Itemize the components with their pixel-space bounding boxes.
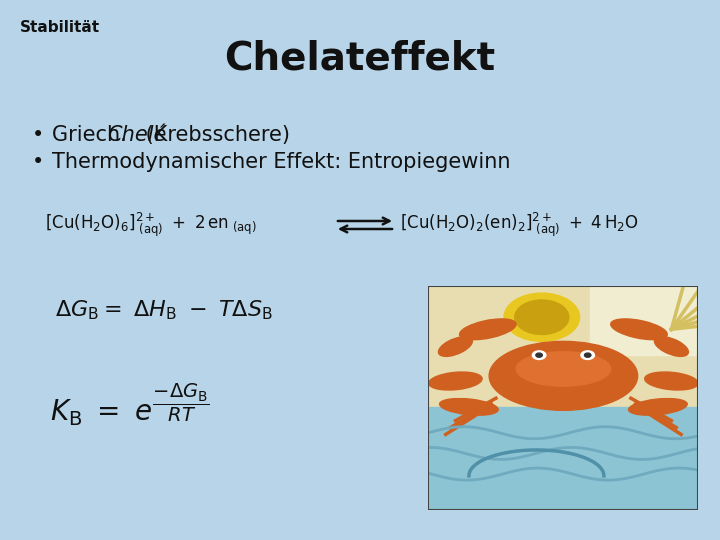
Circle shape	[581, 351, 595, 360]
Ellipse shape	[489, 341, 638, 410]
Ellipse shape	[644, 372, 698, 390]
Ellipse shape	[428, 372, 482, 390]
Text: Stabilität: Stabilität	[20, 20, 100, 35]
Ellipse shape	[440, 399, 498, 415]
Circle shape	[532, 351, 546, 360]
Ellipse shape	[654, 336, 688, 356]
Ellipse shape	[629, 399, 687, 415]
Circle shape	[585, 353, 591, 357]
Text: $\left[\mathrm{Cu(H_2O)_6}\right]^{2+}_{\ \mathrm{(aq)}}\ +\ 2\,\mathrm{en}_{\ \: $\left[\mathrm{Cu(H_2O)_6}\right]^{2+}_{…	[45, 211, 256, 239]
Circle shape	[515, 300, 569, 334]
Text: Chelateffekt: Chelateffekt	[225, 40, 495, 78]
Text: (Krebsschere): (Krebsschere)	[139, 125, 290, 145]
Circle shape	[536, 353, 542, 357]
Circle shape	[504, 293, 580, 341]
Ellipse shape	[459, 319, 516, 340]
Ellipse shape	[516, 352, 611, 386]
Text: Thermodynamischer Effekt: Entropiegewinn: Thermodynamischer Effekt: Entropiegewinn	[52, 152, 510, 172]
Polygon shape	[428, 407, 698, 510]
Text: $K_{\mathrm{B}}\ =\ e^{\dfrac{-\Delta G_{\mathrm{B}}}{RT}}$: $K_{\mathrm{B}}\ =\ e^{\dfrac{-\Delta G_…	[50, 382, 210, 428]
Text: •: •	[32, 125, 44, 145]
Polygon shape	[428, 286, 698, 407]
Text: $\left[\mathrm{Cu(H_2O)_2(en)_2}\right]^{2+}_{\ \mathrm{(aq)}}\ +\ 4\,\mathrm{H_: $\left[\mathrm{Cu(H_2O)_2(en)_2}\right]^…	[400, 211, 639, 239]
Text: •: •	[32, 152, 44, 172]
Polygon shape	[590, 286, 698, 355]
Text: Chelé: Chelé	[107, 125, 166, 145]
Text: $\Delta G_{\mathrm{B}}=\ \Delta H_{\mathrm{B}}\ -\ T\Delta S_{\mathrm{B}}$: $\Delta G_{\mathrm{B}}=\ \Delta H_{\math…	[55, 298, 273, 322]
Text: Griech.: Griech.	[52, 125, 133, 145]
Ellipse shape	[611, 319, 667, 340]
Ellipse shape	[438, 336, 472, 356]
